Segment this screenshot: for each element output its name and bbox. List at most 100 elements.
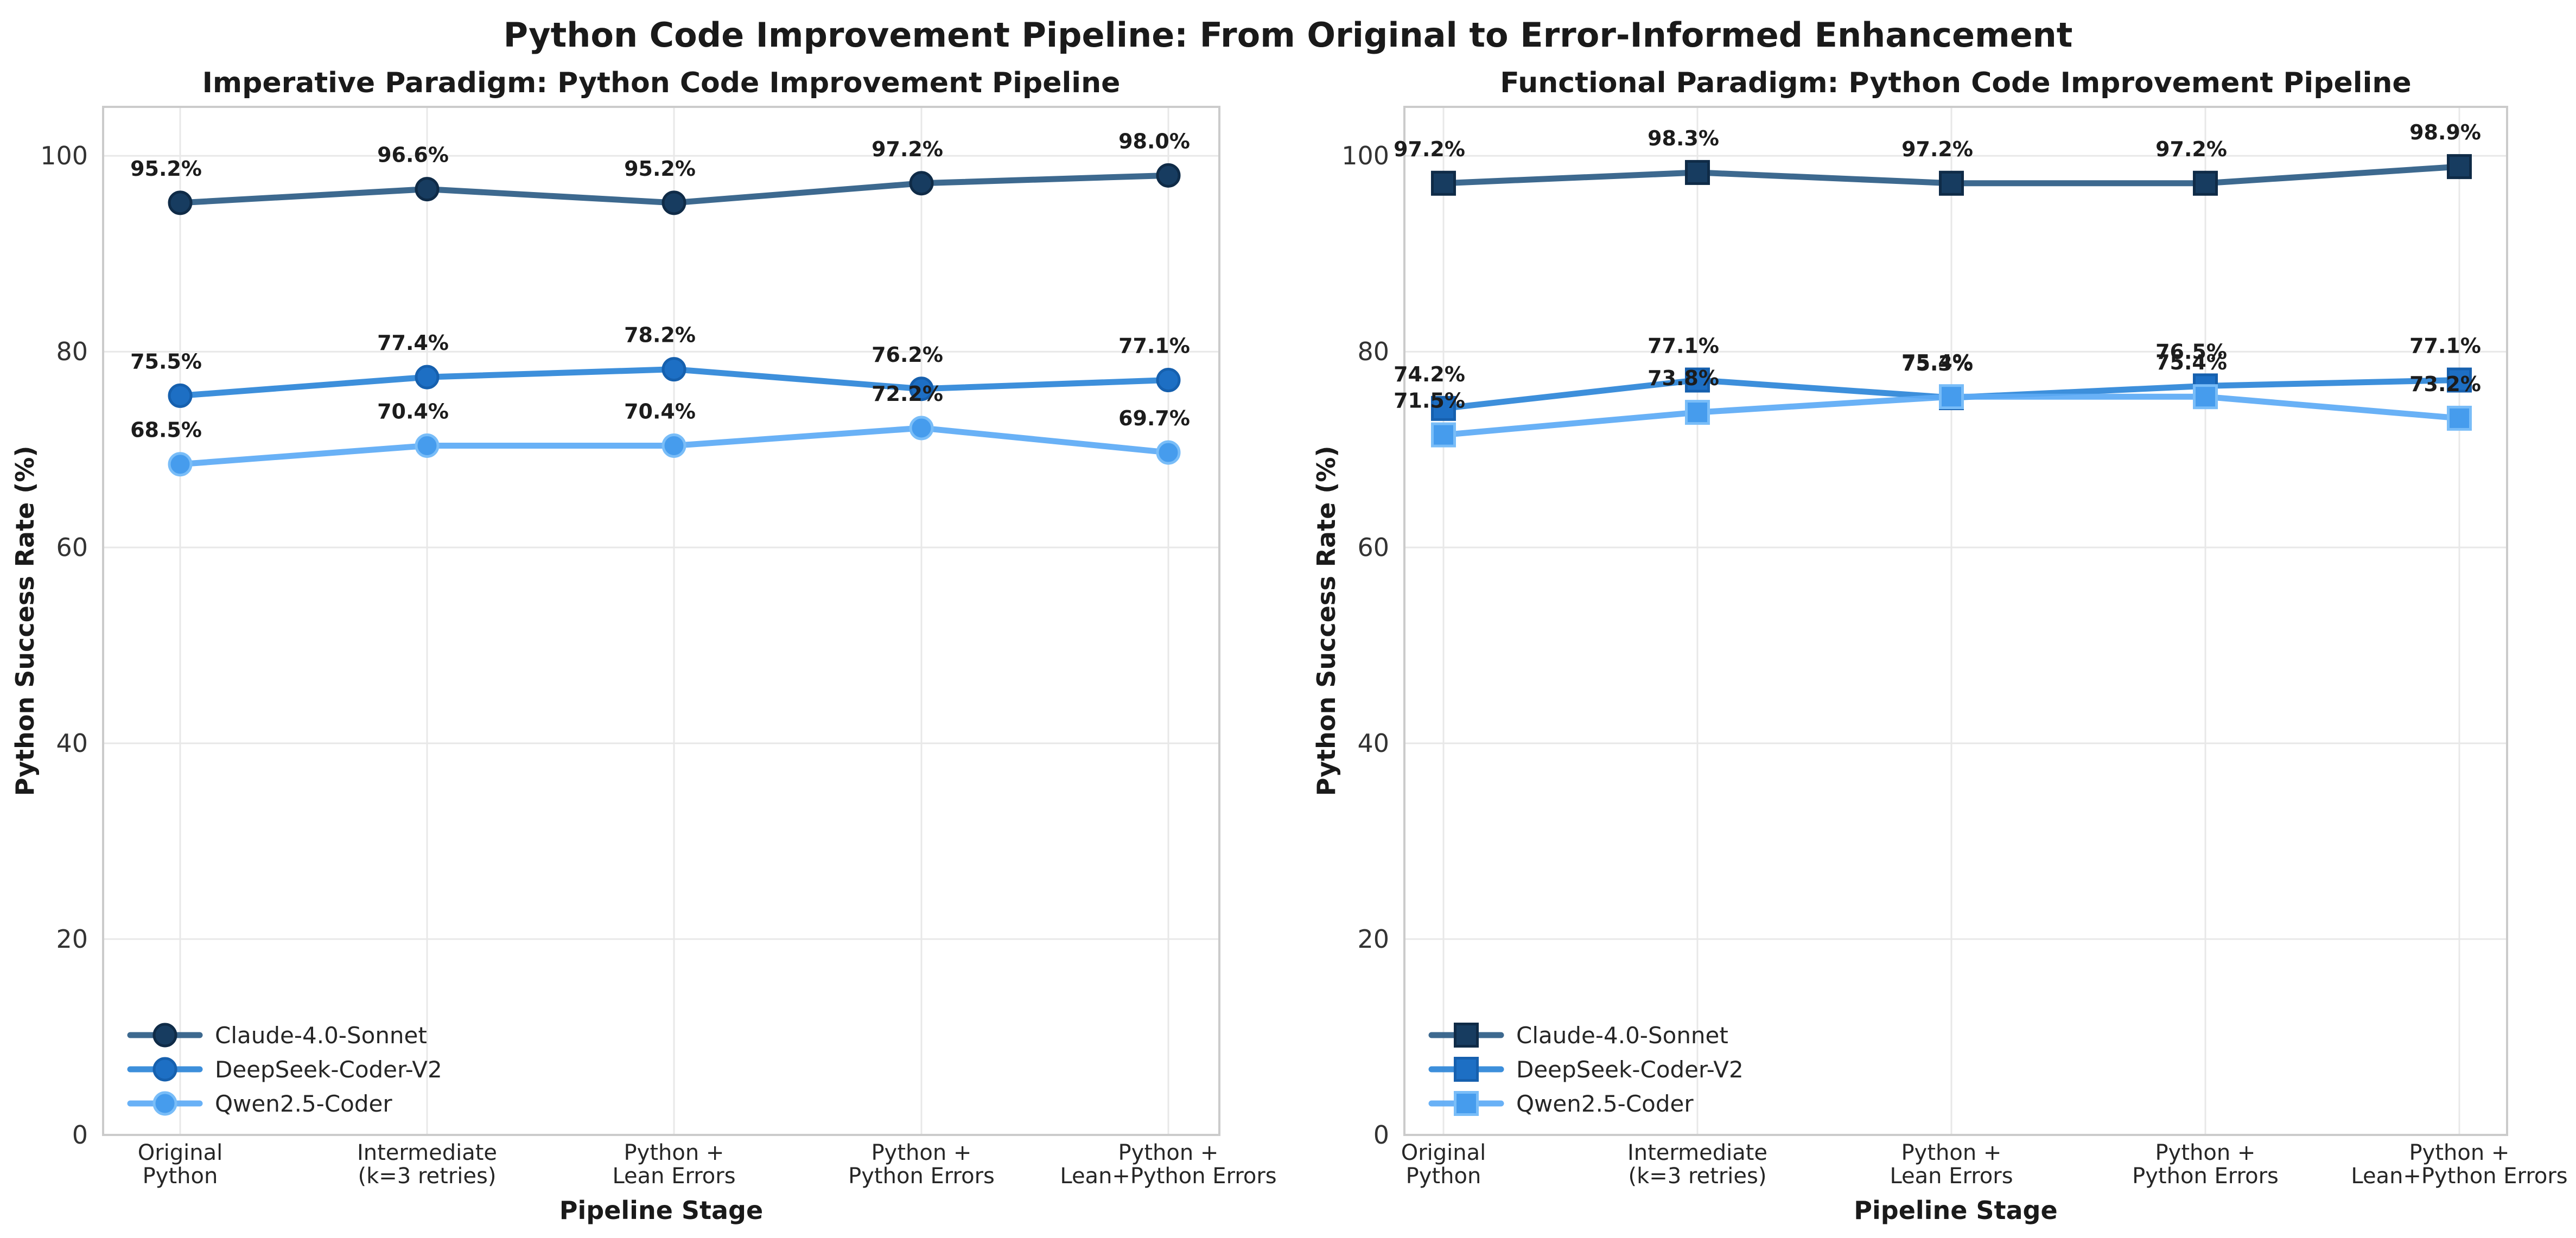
data-label-claude-4-0-sonnet: 95.2% [624, 157, 696, 181]
x-tick-label: Original [1401, 1140, 1486, 1165]
x-tick-label: Python [143, 1164, 218, 1189]
marker-qwen2-5-coder [909, 416, 934, 441]
axes-frame [102, 106, 1220, 1136]
y-tick-label: 0 [72, 1120, 88, 1150]
marker-deepseek-coder-v2 [2447, 367, 2472, 393]
legend-marker [1454, 1023, 1479, 1048]
data-label-qwen2-5-coder: 73.2% [2409, 372, 2481, 396]
x-tick-label: Lean Errors [1890, 1164, 2013, 1189]
marker-qwen2-5-coder [1685, 400, 1710, 425]
data-label-claude-4-0-sonnet: 95.2% [130, 157, 202, 181]
subplot-title: Imperative Paradigm: Python Code Improve… [202, 67, 1121, 99]
x-tick-label: Lean+Python Errors [1060, 1164, 1276, 1189]
data-label-deepseek-coder-v2: 75.3% [1901, 352, 1973, 375]
data-label-claude-4-0-sonnet: 97.2% [872, 137, 943, 161]
marker-qwen2-5-coder [1939, 384, 1964, 410]
x-tick-label: (k=3 retries) [358, 1164, 497, 1189]
data-label-deepseek-coder-v2: 77.1% [1118, 334, 1190, 358]
x-tick-label: Intermediate [1627, 1140, 1767, 1165]
marker-claude-4-0-sonnet [662, 190, 686, 215]
x-tick-label: Original [138, 1140, 223, 1165]
marker-qwen2-5-coder [168, 452, 193, 477]
data-label-claude-4-0-sonnet: 98.0% [1118, 129, 1190, 153]
legend-marker [152, 1057, 177, 1082]
marker-claude-4-0-sonnet [909, 171, 934, 196]
data-label-claude-4-0-sonnet: 96.6% [377, 143, 449, 167]
y-tick-label: 80 [1357, 337, 1389, 366]
marker-deepseek-coder-v2 [415, 365, 440, 390]
data-label-deepseek-coder-v2: 78.2% [624, 323, 696, 347]
y-axis-label: Python Success Rate (%) [1312, 446, 1341, 796]
data-label-claude-4-0-sonnet: 97.2% [2155, 137, 2227, 161]
y-tick-label: 60 [56, 533, 88, 562]
legend-label-deepseek-coder-v2: DeepSeek-Coder-V2 [1516, 1056, 1744, 1083]
x-tick-label: Python Errors [848, 1164, 995, 1189]
y-tick-label: 100 [1341, 141, 1389, 170]
marker-claude-4-0-sonnet [2447, 154, 2472, 180]
y-axis-label: Python Success Rate (%) [10, 446, 40, 796]
marker-deepseek-coder-v2 [1685, 367, 1710, 393]
y-tick-label: 100 [40, 141, 88, 170]
data-label-qwen2-5-coder: 69.7% [1118, 406, 1190, 430]
data-label-claude-4-0-sonnet: 97.2% [1901, 137, 1973, 161]
marker-qwen2-5-coder [2447, 405, 2472, 431]
x-axis-label: Pipeline Stage [559, 1196, 763, 1225]
x-tick-label: Python + [1118, 1140, 1219, 1165]
marker-claude-4-0-sonnet [1156, 163, 1181, 188]
marker-claude-4-0-sonnet [2193, 170, 2218, 196]
plot-area [1404, 107, 2507, 1135]
y-tick-label: 80 [56, 337, 88, 366]
data-label-deepseek-coder-v2: 77.1% [1648, 334, 1719, 358]
legend-marker [1454, 1091, 1479, 1116]
legend-marker [1454, 1057, 1479, 1082]
y-tick-label: 60 [1357, 533, 1389, 562]
figure-title: Python Code Improvement Pipeline: From O… [503, 15, 2073, 55]
x-tick-label: Lean Errors [612, 1164, 735, 1189]
data-label-deepseek-coder-v2: 77.4% [377, 331, 449, 355]
marker-deepseek-coder-v2 [662, 357, 686, 382]
marker-deepseek-coder-v2 [1431, 395, 1456, 421]
legend-label-deepseek-coder-v2: DeepSeek-Coder-V2 [215, 1056, 442, 1083]
subplot-title: Functional Paradigm: Python Code Improve… [1500, 67, 2411, 99]
marker-qwen2-5-coder [1156, 440, 1181, 465]
x-tick-label: Python [1406, 1164, 1481, 1189]
y-tick-label: 20 [1357, 924, 1389, 954]
data-label-deepseek-coder-v2: 76.2% [872, 343, 943, 367]
data-label-qwen2-5-coder: 72.2% [872, 382, 943, 406]
marker-qwen2-5-coder [2193, 384, 2218, 410]
marker-claude-4-0-sonnet [168, 190, 193, 215]
marker-claude-4-0-sonnet [1939, 170, 1964, 196]
plot-area [103, 107, 1219, 1135]
x-tick-label: Python + [624, 1140, 724, 1165]
data-label-qwen2-5-coder: 70.4% [377, 399, 449, 423]
legend-label-claude-4-0-sonnet: Claude-4.0-Sonnet [215, 1022, 427, 1049]
data-label-deepseek-coder-v2: 75.5% [130, 349, 202, 373]
data-label-claude-4-0-sonnet: 97.2% [1394, 137, 1465, 161]
data-label-claude-4-0-sonnet: 98.9% [2409, 120, 2481, 144]
marker-deepseek-coder-v2 [1156, 368, 1181, 393]
marker-deepseek-coder-v2 [909, 376, 934, 401]
data-label-deepseek-coder-v2: 76.5% [2155, 340, 2227, 363]
y-tick-label: 40 [56, 729, 88, 758]
marker-claude-4-0-sonnet [415, 177, 440, 202]
marker-deepseek-coder-v2 [168, 383, 193, 408]
marker-qwen2-5-coder [1431, 422, 1456, 448]
axes-frame [1403, 106, 2508, 1136]
data-label-qwen2-5-coder: 68.5% [130, 418, 202, 442]
x-axis-label: Pipeline Stage [1854, 1196, 2057, 1225]
x-tick-label: Intermediate [357, 1140, 497, 1165]
x-tick-label: Lean+Python Errors [2351, 1164, 2567, 1189]
x-tick-label: Python + [2409, 1140, 2510, 1165]
y-tick-label: 0 [1373, 1120, 1389, 1150]
x-tick-label: Python + [1901, 1140, 2002, 1165]
y-tick-label: 20 [56, 924, 88, 954]
marker-claude-4-0-sonnet [1685, 159, 1710, 185]
marker-claude-4-0-sonnet [1431, 170, 1456, 196]
legend-marker [152, 1023, 177, 1048]
x-tick-label: Python Errors [2132, 1164, 2279, 1189]
x-tick-label: (k=3 retries) [1629, 1164, 1767, 1189]
legend-label-qwen2-5-coder: Qwen2.5-Coder [1516, 1090, 1694, 1117]
legend-label-qwen2-5-coder: Qwen2.5-Coder [215, 1090, 392, 1117]
